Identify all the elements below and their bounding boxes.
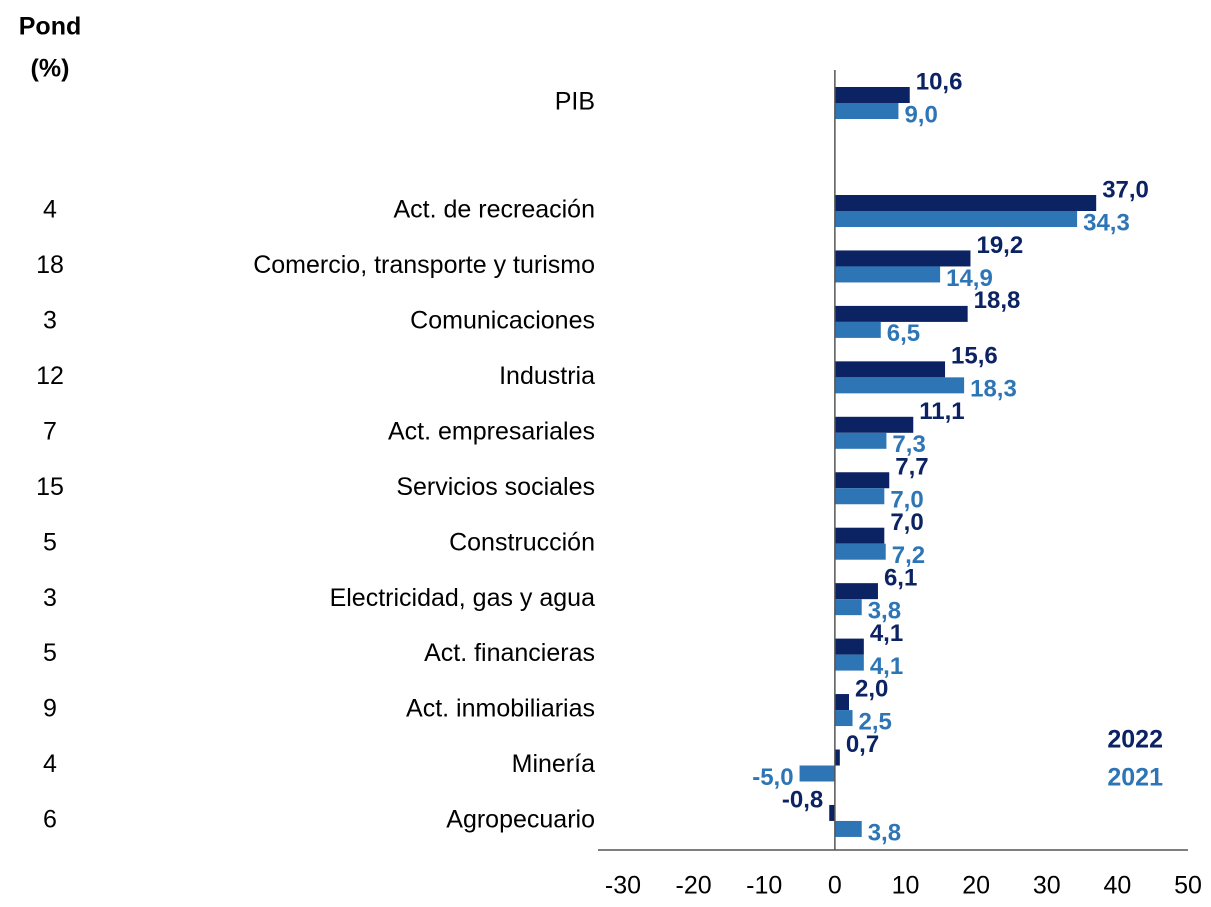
value-label: 11,1	[919, 398, 964, 425]
bar	[834, 710, 853, 727]
bar	[834, 432, 887, 449]
bar	[834, 472, 890, 489]
x-tick-label: 40	[1103, 872, 1131, 900]
value-label: 2,5	[859, 708, 892, 735]
bar	[834, 87, 910, 103]
bar	[834, 749, 840, 766]
value-label: 9,0	[904, 101, 937, 128]
value-label: -0,8	[782, 786, 823, 813]
bar	[834, 583, 878, 600]
x-tick-label: 30	[1033, 872, 1061, 900]
x-tick-label: 0	[828, 872, 842, 900]
bar	[834, 527, 885, 544]
bar	[799, 765, 835, 782]
value-label: 18,3	[970, 376, 1017, 403]
weights-title: Pond	[19, 13, 82, 41]
legend-label: 2022	[1107, 726, 1163, 754]
category-label: Electricidad, gas y agua	[330, 584, 596, 612]
x-tick-label: 10	[892, 872, 920, 900]
category-label: Servicios sociales	[396, 473, 595, 501]
value-label: 7,7	[895, 454, 928, 481]
weight-label: 18	[36, 251, 64, 279]
weight-label: 15	[36, 473, 64, 501]
category-label: Industria	[499, 362, 595, 390]
bar	[834, 305, 968, 322]
value-label: 4,1	[870, 653, 903, 680]
bar	[834, 638, 864, 655]
category-label: PIB	[555, 88, 595, 116]
bar	[834, 820, 862, 837]
x-tick-label: 50	[1174, 872, 1202, 900]
value-label: 3,8	[868, 819, 901, 846]
bar	[834, 321, 881, 338]
weight-label: 12	[36, 362, 64, 390]
bar	[834, 195, 1097, 211]
x-tick-label: -10	[746, 872, 782, 900]
bar	[834, 599, 862, 616]
value-label: 34,3	[1083, 209, 1130, 236]
bar	[834, 103, 899, 119]
bar	[834, 654, 864, 671]
value-label: -5,0	[752, 764, 793, 791]
bar	[834, 361, 946, 378]
weight-label: 4	[43, 196, 57, 224]
value-label: 7,0	[890, 509, 923, 536]
bar	[834, 416, 914, 433]
x-tick-label: 20	[962, 872, 990, 900]
value-label: 10,6	[916, 68, 963, 95]
weights-title: (%)	[31, 55, 70, 83]
value-label: 3,8	[868, 597, 901, 624]
value-label: 15,6	[951, 343, 998, 370]
x-tick-label: -20	[676, 872, 712, 900]
weight-label: 6	[43, 806, 57, 834]
x-tick-label: -30	[605, 872, 641, 900]
weight-label: 5	[43, 639, 57, 667]
value-label: 2,0	[855, 675, 888, 702]
weight-label: 7	[43, 417, 57, 445]
value-label: 7,2	[892, 542, 925, 569]
category-label: Act. de recreación	[394, 196, 596, 224]
bar	[834, 543, 886, 560]
value-label: 0,7	[846, 731, 879, 758]
value-label: 14,9	[946, 265, 993, 292]
legend-label: 2021	[1107, 764, 1163, 792]
category-label: Minería	[512, 750, 595, 778]
category-label: Act. empresariales	[388, 417, 595, 445]
bar	[829, 804, 835, 821]
bar	[834, 377, 965, 394]
bar	[834, 211, 1078, 227]
bar	[834, 266, 941, 283]
value-label: 7,0	[890, 487, 923, 514]
value-label: 6,1	[884, 564, 917, 591]
weight-label: 3	[43, 584, 57, 612]
category-label: Construcción	[449, 528, 595, 556]
category-label: Comunicaciones	[410, 307, 595, 335]
weight-label: 4	[43, 750, 57, 778]
value-label: 4,1	[870, 620, 903, 647]
bar	[834, 488, 885, 505]
category-label: Comercio, transporte y turismo	[253, 251, 595, 279]
category-label: Agropecuario	[446, 806, 595, 834]
weight-label: 9	[43, 695, 57, 723]
category-label: Act. inmobiliarias	[406, 695, 595, 723]
value-label: 18,8	[974, 287, 1021, 314]
value-label: 7,3	[892, 431, 925, 458]
weight-label: 5	[43, 528, 57, 556]
value-label: 6,5	[887, 320, 920, 347]
category-label: Act. financieras	[424, 639, 595, 667]
weight-label: 3	[43, 307, 57, 335]
bar	[834, 250, 971, 267]
value-label: 19,2	[976, 232, 1023, 259]
value-label: 37,0	[1102, 176, 1149, 203]
bar	[834, 694, 849, 711]
